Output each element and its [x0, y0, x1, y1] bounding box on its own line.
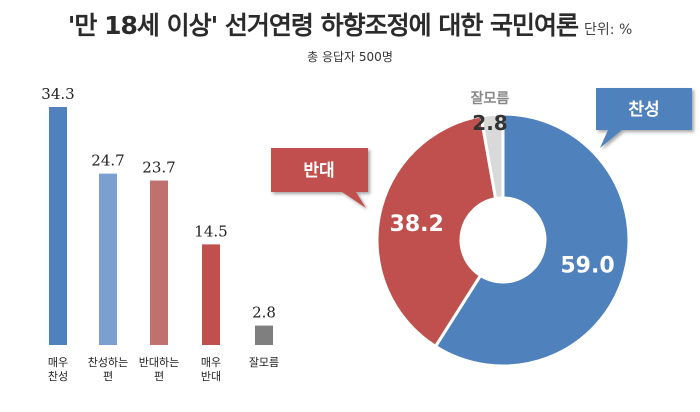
bar-4: [255, 325, 273, 345]
bar-0: [49, 107, 67, 345]
bar-category-label: 찬성하는: [88, 355, 128, 369]
donut-category-label: 잘모름: [471, 91, 510, 107]
bar-category-label: 잘모름: [249, 356, 279, 369]
bar-value-label: 23.7: [142, 159, 175, 177]
donut-slice-0: [433, 112, 631, 368]
bar-value-label: 34.3: [41, 85, 74, 103]
title-text: '만 18세 이상' 선거연령 하향조정에 대한 국민여론: [67, 11, 579, 40]
bar-value-label: 2.8: [252, 304, 276, 322]
donut-slice-1: [375, 114, 498, 349]
unit-label: 단위: %: [584, 22, 633, 38]
respondents-label: 총 응답자 500명: [307, 50, 393, 64]
bar-2: [150, 180, 168, 345]
bar-category-label: 반대하는: [139, 355, 179, 369]
bar-category-label: 매우: [48, 356, 68, 369]
donut-slice-2: [479, 112, 505, 201]
bar-category-label: 매우: [201, 356, 221, 369]
donut-value-label: 2.8: [472, 111, 507, 135]
bar-1: [99, 173, 117, 345]
callout-approve: 찬성: [596, 88, 692, 148]
donut-value-label: 38.2: [390, 212, 444, 237]
chart-title: '만 18세 이상' 선거연령 하향조정에 대한 국민여론 단위: %: [0, 6, 700, 42]
callout-oppose: 반대: [271, 148, 368, 208]
bar-value-label: 24.7: [91, 152, 124, 170]
bar-category-label: 찬성: [48, 369, 68, 383]
bar-category-label: 편: [103, 370, 113, 383]
bar-3: [202, 244, 220, 345]
callout-label: 찬성: [628, 100, 659, 120]
bar-category-label: 편: [154, 370, 164, 383]
bar-category-label: 반대: [201, 370, 221, 383]
callout-label: 반대: [303, 161, 334, 181]
donut-value-label: 59.0: [560, 254, 614, 279]
bar-value-label: 14.5: [194, 222, 227, 240]
